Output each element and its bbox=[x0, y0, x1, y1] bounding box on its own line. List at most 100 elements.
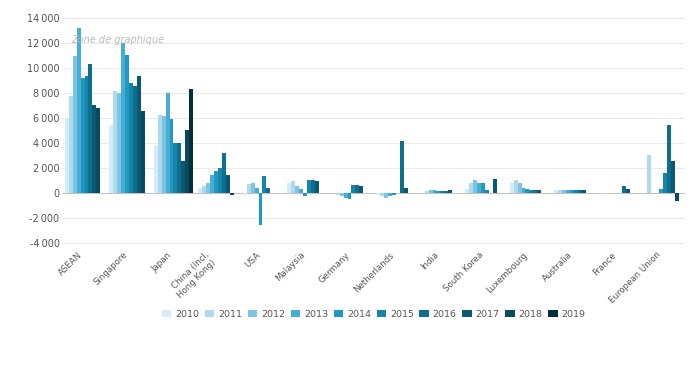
Bar bbox=[663, 173, 667, 193]
Bar bbox=[113, 92, 117, 193]
Bar bbox=[307, 180, 311, 193]
Bar bbox=[659, 189, 663, 193]
Bar bbox=[69, 97, 73, 193]
Bar bbox=[477, 183, 481, 193]
Bar bbox=[137, 77, 140, 193]
Bar bbox=[262, 177, 266, 193]
Bar bbox=[336, 193, 340, 195]
Bar bbox=[303, 193, 307, 196]
Bar bbox=[380, 193, 384, 196]
Bar bbox=[177, 143, 181, 193]
Bar bbox=[525, 189, 529, 193]
Bar bbox=[125, 55, 129, 193]
Bar bbox=[170, 119, 174, 193]
Bar bbox=[403, 188, 408, 193]
Bar bbox=[554, 190, 558, 193]
Bar bbox=[574, 190, 578, 193]
Bar bbox=[359, 187, 363, 193]
Bar bbox=[315, 182, 319, 193]
Bar bbox=[206, 183, 210, 193]
Bar bbox=[384, 193, 388, 198]
Bar bbox=[622, 187, 626, 193]
Bar bbox=[222, 153, 226, 193]
Bar bbox=[626, 189, 630, 193]
Bar bbox=[251, 183, 255, 193]
Bar bbox=[529, 190, 534, 193]
Bar bbox=[165, 93, 170, 193]
Bar bbox=[80, 78, 84, 193]
Bar bbox=[437, 192, 440, 193]
Bar bbox=[121, 43, 125, 193]
Bar bbox=[465, 189, 469, 193]
Bar bbox=[287, 183, 291, 193]
Bar bbox=[473, 180, 477, 193]
Bar bbox=[356, 185, 359, 193]
Text: Zone de graphique: Zone de graphique bbox=[72, 35, 165, 45]
Bar bbox=[129, 83, 133, 193]
Bar bbox=[154, 146, 158, 193]
Bar bbox=[537, 190, 541, 193]
Bar bbox=[117, 93, 121, 193]
Bar bbox=[266, 188, 271, 193]
Bar bbox=[493, 179, 497, 193]
Bar bbox=[444, 192, 448, 193]
Bar bbox=[291, 182, 295, 193]
Bar bbox=[481, 183, 485, 193]
Bar bbox=[352, 185, 356, 193]
Bar bbox=[485, 190, 489, 193]
Legend: 2010, 2011, 2012, 2013, 2014, 2015, 2016, 2017, 2018, 2019: 2010, 2011, 2012, 2013, 2014, 2015, 2016… bbox=[158, 306, 589, 322]
Bar bbox=[425, 192, 428, 193]
Bar bbox=[566, 190, 570, 193]
Bar bbox=[440, 192, 444, 193]
Bar bbox=[230, 193, 234, 195]
Bar bbox=[347, 193, 352, 199]
Bar bbox=[259, 193, 262, 225]
Bar bbox=[243, 193, 247, 195]
Bar bbox=[671, 162, 675, 193]
Bar bbox=[133, 87, 137, 193]
Bar bbox=[340, 193, 344, 196]
Bar bbox=[578, 190, 582, 193]
Bar bbox=[109, 125, 113, 193]
Bar bbox=[432, 190, 437, 193]
Bar bbox=[210, 175, 214, 193]
Bar bbox=[299, 189, 303, 193]
Bar bbox=[199, 188, 202, 193]
Bar bbox=[77, 28, 80, 193]
Bar bbox=[518, 183, 522, 193]
Bar bbox=[667, 125, 671, 193]
Bar bbox=[513, 180, 518, 193]
Bar bbox=[582, 190, 585, 193]
Bar bbox=[510, 183, 513, 193]
Bar bbox=[189, 89, 193, 193]
Bar bbox=[469, 183, 473, 193]
Bar bbox=[247, 184, 251, 193]
Bar bbox=[388, 193, 392, 196]
Bar bbox=[96, 108, 100, 193]
Bar bbox=[448, 190, 452, 193]
Bar bbox=[162, 116, 165, 193]
Bar bbox=[255, 188, 259, 193]
Bar bbox=[344, 193, 347, 198]
Bar bbox=[675, 193, 679, 201]
Bar bbox=[522, 188, 525, 193]
Bar bbox=[89, 64, 92, 193]
Bar bbox=[84, 77, 89, 193]
Bar bbox=[92, 105, 96, 193]
Bar bbox=[392, 193, 396, 195]
Bar bbox=[603, 193, 607, 194]
Bar bbox=[570, 190, 574, 193]
Bar bbox=[428, 190, 432, 193]
Bar bbox=[174, 143, 177, 193]
Bar bbox=[376, 193, 380, 195]
Bar bbox=[400, 141, 403, 193]
Bar bbox=[185, 130, 189, 193]
Bar bbox=[295, 187, 299, 193]
Bar bbox=[647, 155, 651, 193]
Bar bbox=[65, 118, 69, 193]
Bar bbox=[226, 175, 230, 193]
Bar bbox=[562, 190, 566, 193]
Bar bbox=[181, 162, 185, 193]
Bar bbox=[214, 172, 218, 193]
Bar bbox=[158, 115, 162, 193]
